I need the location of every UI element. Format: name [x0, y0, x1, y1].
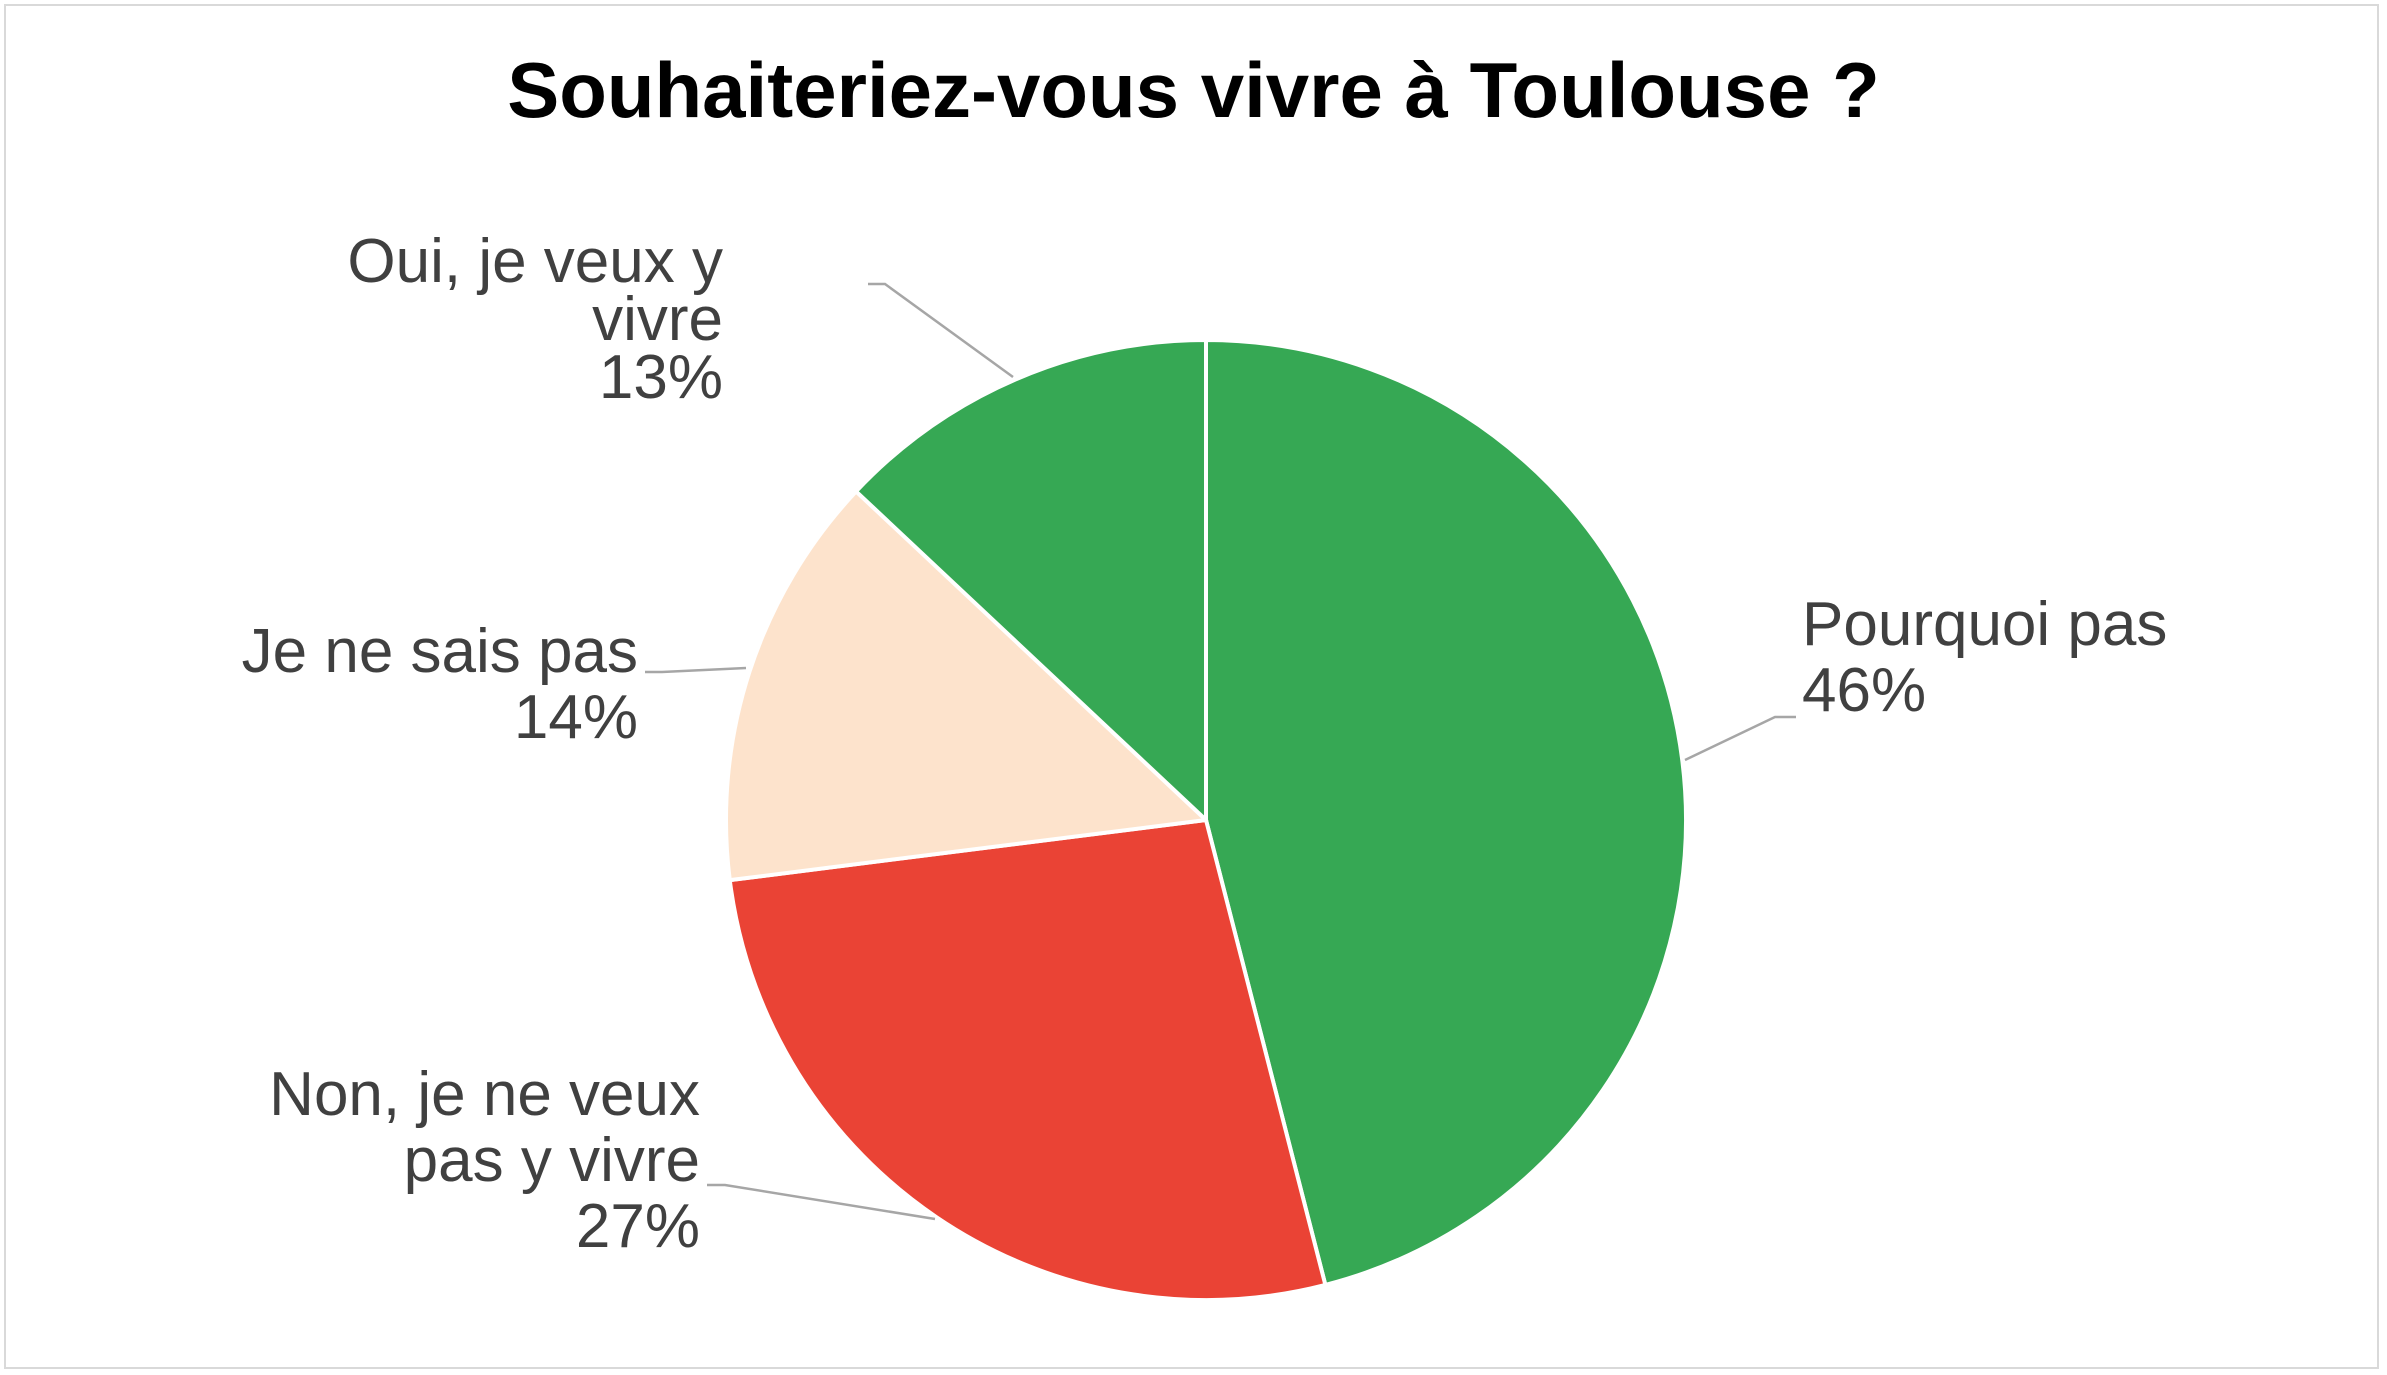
slice-percent-2: 14% [514, 683, 638, 752]
pie-slice-3 [854, 338, 1208, 822]
slice-percent-1: 27% [576, 1192, 700, 1261]
pie-slices [724, 338, 1688, 1302]
leader-line-2 [645, 666, 747, 674]
leader-line-3 [868, 282, 1014, 379]
leader-line-1 [707, 1183, 936, 1221]
slice-labels: Pourquoi pas 46% Non, je ne veux pas y vivr… [242, 227, 2168, 1261]
slice-name-1: Non, je ne veux [269, 1060, 700, 1129]
slice-name-1: pas y vivre [404, 1126, 700, 1195]
pie-slice-2 [724, 489, 1208, 883]
slice-percent-0: 46% [1802, 656, 1926, 725]
slice-percent-3: 13% [599, 343, 723, 412]
slice-label-1: Non, je ne veux pas y vivre 27% [269, 1060, 700, 1261]
slice-name-3: vivre [592, 285, 723, 354]
pie-slice-1 [727, 818, 1328, 1302]
slice-name-3: Oui, je veux y [347, 227, 723, 296]
leader-line-0 [1684, 715, 1796, 762]
slice-name-0: Pourquoi pas [1802, 590, 2167, 659]
pie-slice-0 [1204, 338, 1688, 1287]
leader-lines [645, 282, 1796, 1221]
slice-label-2: Je ne sais pas 14% [242, 617, 638, 752]
slice-label-3: Oui, je veux y vivre 13% [347, 227, 723, 412]
slice-label-0: Pourquoi pas 46% [1802, 590, 2167, 725]
slice-name-2: Je ne sais pas [242, 617, 638, 686]
chart-title: Souhaiteriez-vous vivre à Toulouse ? [507, 46, 1880, 134]
